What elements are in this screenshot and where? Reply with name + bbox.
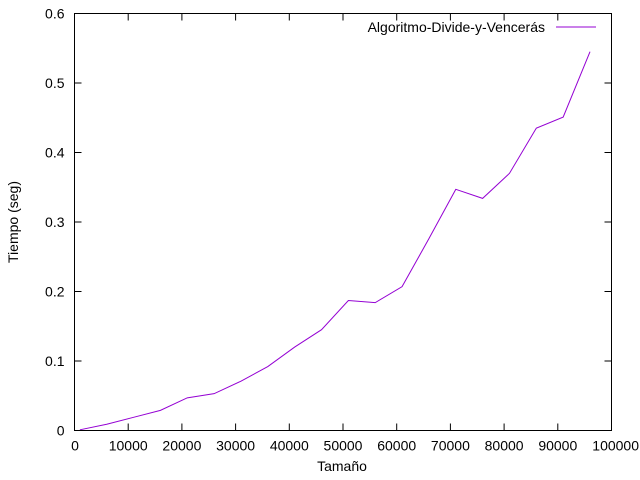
y-tick-label: 0.1 xyxy=(45,353,65,369)
plot-frame xyxy=(74,13,612,431)
y-tick-label: 0.5 xyxy=(45,75,65,91)
x-tick-label: 70000 xyxy=(431,438,470,454)
y-tick-label: 0 xyxy=(57,423,65,439)
y-tick-label: 0.3 xyxy=(45,214,65,230)
x-tick-label: 60000 xyxy=(377,438,416,454)
x-tick-label: 80000 xyxy=(485,438,524,454)
x-tick-label: 50000 xyxy=(324,438,363,454)
y-tick-label: 0.2 xyxy=(45,284,65,300)
y-tick-label: 0.4 xyxy=(45,145,65,161)
legend-label: Algoritmo-Divide-y-Vencerás xyxy=(368,19,545,35)
x-tick-label: 30000 xyxy=(216,438,255,454)
legend: Algoritmo-Divide-y-Vencerás xyxy=(368,19,596,35)
x-tick-label: 20000 xyxy=(162,438,201,454)
series-line xyxy=(79,51,591,431)
x-tick-label: 10000 xyxy=(109,438,148,454)
y-axis-label: Tiempo (seg) xyxy=(5,181,21,263)
x-tick-label: 0 xyxy=(71,438,79,454)
x-axis-label: Tamaño xyxy=(317,458,367,474)
x-tick-label: 40000 xyxy=(270,438,309,454)
x-tick-label: 90000 xyxy=(538,438,577,454)
x-tick-label: 100000 xyxy=(592,438,639,454)
y-tick-label: 0.6 xyxy=(45,6,65,22)
